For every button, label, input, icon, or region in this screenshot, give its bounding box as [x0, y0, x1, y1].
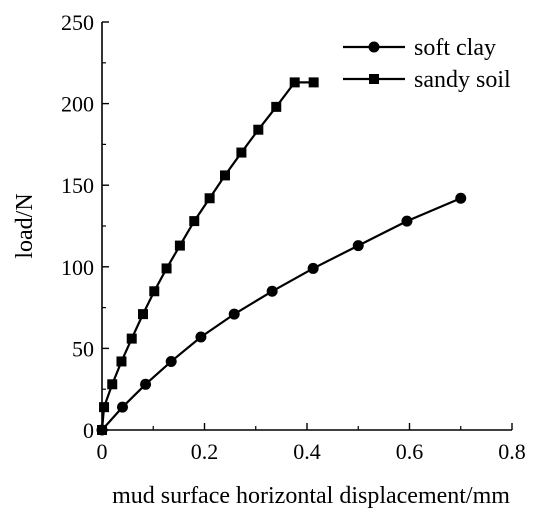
y-tick-label: 200 [61, 92, 94, 117]
sandy-soil-point [126, 333, 137, 344]
legend-label: soft clay [414, 35, 496, 61]
soft-clay-point [307, 262, 319, 274]
x-tick-label: 0 [97, 439, 108, 464]
y-tick-label: 150 [61, 173, 94, 198]
sandy-soil-point [174, 240, 185, 251]
x-tick-label: 0.6 [396, 439, 424, 464]
sandy-soil-point [253, 124, 264, 135]
series-layer [96, 77, 467, 436]
y-tick-label: 50 [72, 336, 94, 361]
legend-label: sandy soil [414, 67, 511, 93]
sandy-soil-point [308, 77, 319, 88]
soft-clay-point [165, 355, 177, 367]
soft-clay-point [228, 308, 240, 320]
legend-item-soft-clay: soft clay [343, 35, 496, 61]
y-tick-label: 250 [61, 10, 94, 35]
sandy-soil-point [99, 402, 110, 413]
soft-clay-point [140, 378, 152, 390]
sandy-soil-point [289, 77, 300, 88]
soft-clay-point [455, 192, 467, 204]
sandy-soil-point [116, 356, 127, 367]
sandy-soil-point [189, 216, 200, 227]
legend: soft clay sandy soil [343, 35, 511, 93]
sandy-soil-point [138, 309, 148, 320]
sandy-soil-point [271, 101, 282, 112]
y-tick-label: 100 [61, 255, 94, 280]
soft-clay-line [101, 197, 462, 431]
axes: 0 0.2 0.4 0.6 0.8 0 50 100 150 200 250 [61, 10, 526, 464]
soft-clay-point [266, 285, 278, 297]
x-tick-label: 0.4 [293, 439, 321, 464]
y-axis-title: load/N [12, 193, 38, 258]
x-tick-label: 0.2 [191, 439, 219, 464]
sandy-soil-point [97, 425, 107, 435]
sandy-soil-point [161, 263, 172, 274]
sandy-soil-point [236, 147, 247, 158]
sandy-soil-point [220, 170, 230, 181]
soft-clay-point [195, 331, 207, 343]
series-soft-clay [96, 192, 467, 436]
legend-marker [368, 41, 380, 53]
soft-clay-point [352, 240, 364, 252]
sandy-soil-point [204, 193, 215, 204]
soft-clay-point [117, 401, 128, 413]
series-sandy-soil [97, 77, 319, 435]
soft-clay-point [401, 215, 413, 227]
x-axis-title: mud surface horizontal displacement/mm [112, 483, 510, 509]
legend-marker [369, 74, 379, 84]
y-tick-label: 0 [83, 418, 94, 443]
x-tick-label: 0.8 [498, 439, 526, 464]
sandy-soil-point [149, 286, 160, 297]
legend-item-sandy-soil: sandy soil [343, 67, 511, 93]
sandy-soil-point [107, 379, 118, 390]
sandy-soil-line [100, 81, 314, 431]
